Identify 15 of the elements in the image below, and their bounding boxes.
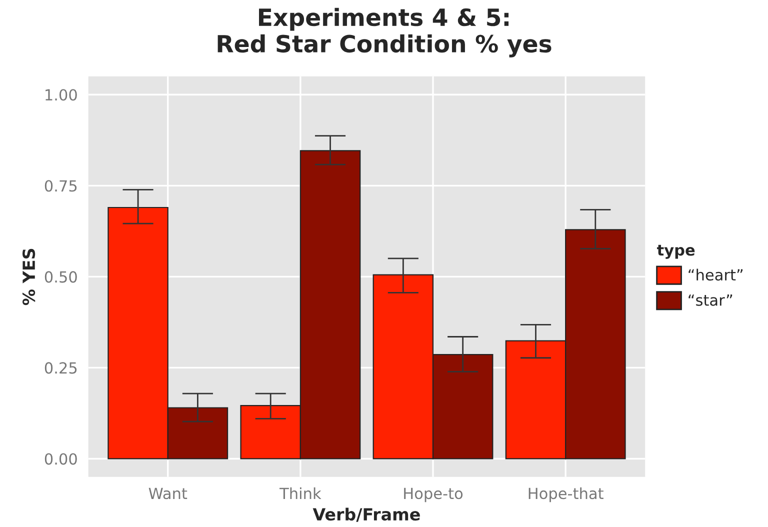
legend-label: “star” bbox=[688, 294, 732, 306]
y-tick-label: 0.50 bbox=[44, 271, 77, 283]
chart-title: Experiments 4 & 5: Red Star Condition % yes bbox=[218, 8, 552, 58]
x-tick-label: Think bbox=[279, 487, 322, 499]
y-tick-label: 0.25 bbox=[44, 362, 77, 374]
legend-label: “heart” bbox=[688, 268, 743, 281]
x-tick-label: Want bbox=[148, 488, 188, 500]
x-axis-title: Verb/Frame bbox=[312, 508, 420, 522]
y-tick-label: 0.75 bbox=[44, 180, 77, 192]
legend-title: type bbox=[657, 244, 695, 259]
y-tick-label: 0.00 bbox=[44, 453, 77, 465]
x-tick-label: Hope-to bbox=[404, 488, 463, 502]
x-tick-label: Hope-that bbox=[528, 487, 604, 502]
y-tick-label: 1.00 bbox=[46, 89, 77, 101]
y-axis-title: % YES bbox=[22, 248, 36, 306]
